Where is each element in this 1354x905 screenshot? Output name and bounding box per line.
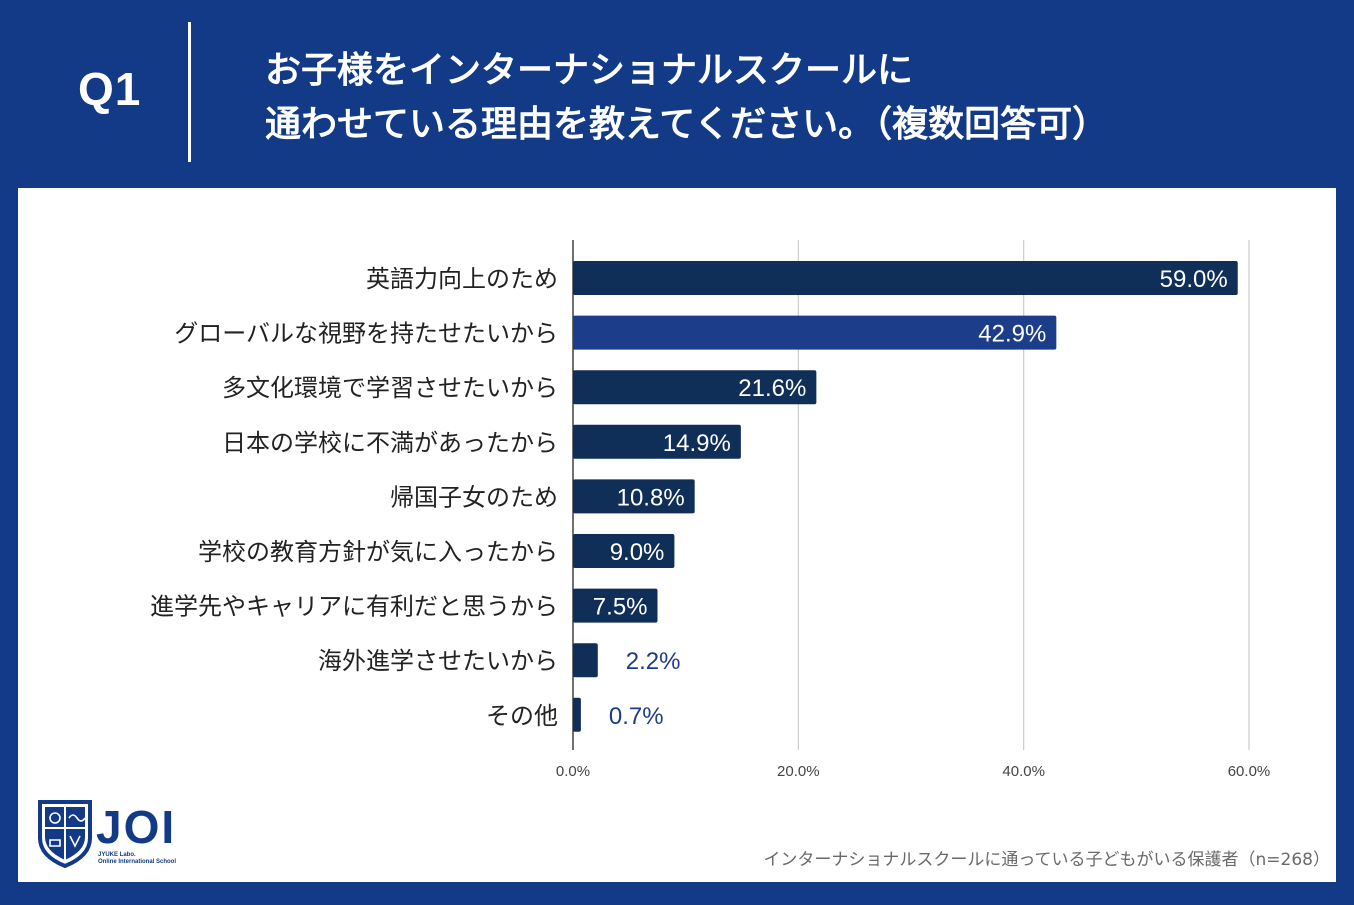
category-label: その他 — [486, 702, 558, 730]
crest-icon — [38, 800, 92, 869]
logo-text: JOI — [96, 801, 177, 853]
x-tick-label: 0.0% — [556, 763, 590, 780]
category-label: 海外進学させたいから — [318, 647, 558, 675]
bar — [573, 261, 1238, 295]
category-label: 英語力向上のため — [366, 265, 558, 293]
category-label: グローバルな視野を持たせたいから — [174, 320, 558, 348]
bar — [573, 479, 695, 514]
header: Q1 お子様をインターナショナルスクールに 通わせている理由を教えてください。（… — [0, 0, 1354, 188]
question-line-1: お子様をインターナショナルスクールに — [265, 50, 914, 91]
bar — [573, 697, 581, 732]
data-label: 2.2% — [626, 648, 681, 675]
bar — [573, 534, 675, 568]
bar — [573, 643, 598, 678]
bar — [573, 370, 817, 405]
logo-sub-line-2: Online International School — [98, 859, 177, 865]
data-label: 14.9% — [663, 430, 731, 457]
data-label: 0.7% — [609, 703, 664, 730]
logo-subtitle: JYUKE Labo. Online International School — [98, 852, 176, 866]
bar — [573, 315, 1057, 350]
x-tick-label: 20.0% — [777, 763, 820, 780]
x-tick-label: 40.0% — [1002, 763, 1045, 780]
bar-layer — [573, 261, 1238, 732]
question-title: お子様をインターナショナルスクールに 通わせている理由を教えてください。（複数回… — [265, 44, 1108, 152]
category-label: 学校の教育方針が気に入ったから — [198, 538, 558, 566]
respondent-footnote: インターナショナルスクールに通っている子どもがいる保護者（n=268） — [763, 850, 1330, 870]
x-tick-label: 60.0% — [1228, 763, 1271, 780]
data-label: 59.0% — [1160, 266, 1228, 293]
data-label: 9.0% — [610, 539, 665, 566]
category-label: 多文化環境で学習させたいから — [222, 374, 558, 402]
header-divider — [188, 22, 191, 162]
category-label: 帰国子女のため — [390, 483, 558, 511]
category-label: 進学先やキャリアに有利だと思うから — [150, 593, 558, 621]
data-label: 42.9% — [978, 321, 1046, 348]
category-label: 日本の学校に不満があったから — [222, 429, 558, 457]
bar — [573, 424, 741, 459]
logo-sub-line-1: JYUKE Labo. — [98, 852, 136, 858]
bar — [573, 588, 658, 623]
data-label: 21.6% — [738, 375, 806, 402]
chart-panel — [18, 188, 1336, 882]
data-label: 10.8% — [617, 484, 685, 511]
label-layer: 0.0% 20.0% 40.0% 60.0% 英語力向上のため 59.0% グローバルな視野… — [150, 265, 1270, 780]
question-line-2: 通わせている理由を教えてください。（複数回答可） — [265, 104, 1109, 145]
question-number: Q1 — [78, 63, 142, 115]
data-label: 7.5% — [593, 594, 648, 621]
joi-logo: JOI JYUKE Labo. Online International Sch… — [36, 798, 206, 870]
